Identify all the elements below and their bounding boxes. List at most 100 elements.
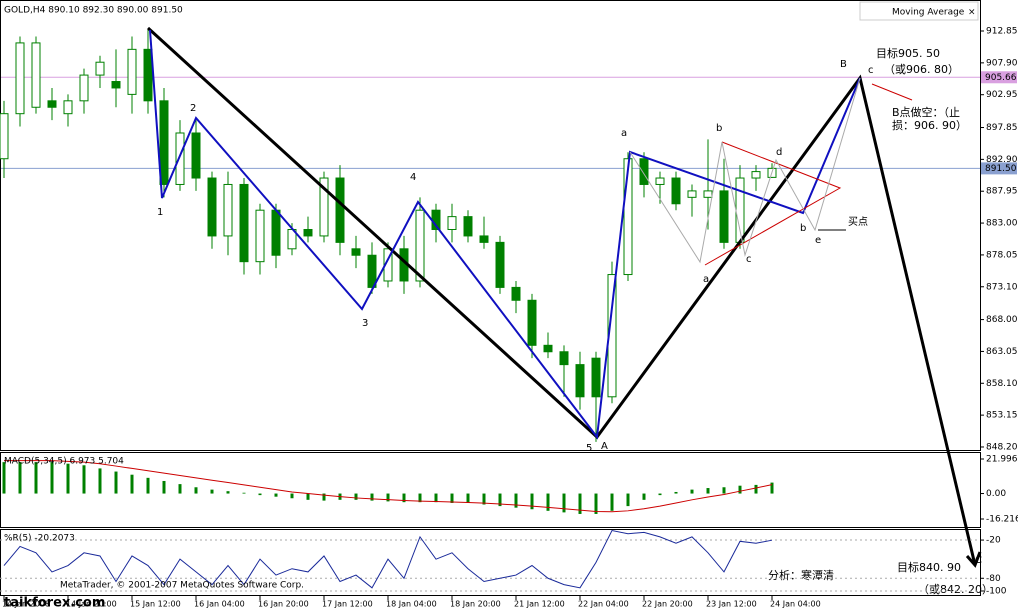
y-tick-label: 0.00 [986,489,1006,499]
callout-line [871,83,913,101]
macd-bar [290,493,294,499]
candle-body [191,132,201,179]
candle-body [239,183,249,263]
macd-bar [642,493,646,500]
macd-bar [370,493,374,501]
wpr-label: %R(5) -20.2073 [4,534,75,544]
candle-body [479,235,489,243]
candle-body [0,113,9,160]
macd-bar [770,482,774,494]
candle-body [591,357,601,398]
macd-bar [498,493,502,507]
macd-bar [690,489,694,494]
macd-bar [34,462,38,494]
annotation: a [703,274,709,285]
zigzag-line [149,29,861,440]
annotation: d [776,147,782,158]
candle-body [223,183,233,237]
signal-line [4,460,773,513]
annotation: 损：906. 90） [892,118,967,132]
macd-bar [674,491,678,494]
annotation: 4 [410,172,416,183]
macd-bar [514,493,518,508]
annotation: C [975,555,982,566]
candle-body [159,100,169,185]
annotation: 买点 [848,216,868,228]
macd-bar [402,493,406,503]
candle-body [15,42,25,115]
candle-body [575,364,585,398]
x-tick-label: 15 Jan 12:00 [130,600,181,609]
macd-bar [2,462,6,494]
price-tag-label: 905.66 [985,73,1017,83]
candle-body [543,344,553,353]
y-tick-label: -16.216 [986,515,1018,525]
macd-bar [18,462,22,494]
macd-bar [562,493,566,513]
annotation: c [746,254,752,265]
macd-bar [754,484,758,494]
candle-body [335,177,345,243]
arrow-head [965,551,982,568]
macd-bar [130,474,134,494]
macd-bar [98,468,102,494]
annotation: A [601,441,608,452]
annotation: b [800,223,806,234]
x-tick-label: 22 Jan 20:00 [642,600,693,609]
x-tick-label: 16 Jan 20:00 [258,600,309,609]
candle-body [367,254,377,288]
candle-body [95,61,105,76]
macd-bar [706,488,710,494]
annotation: 5 [586,443,592,454]
macd-bar [194,487,198,494]
indicator-box [859,1,979,21]
macd-bar [242,492,246,494]
macd-bar [258,493,262,496]
annotation: a [621,128,627,139]
macd-bar [594,493,598,514]
macd-bar [178,484,182,494]
macd-bar [418,493,422,503]
macd-bar [466,493,470,503]
candle-body [703,190,713,198]
candle-body [511,286,521,301]
macd-bar [50,462,54,494]
macd-bar [434,493,438,503]
annotation: B点做空：（止 [892,105,960,119]
candle-body [719,190,729,243]
annotation: c [868,65,874,76]
y-tick-label: 912.85 [986,27,1018,37]
annotation: B [840,59,847,70]
y-tick-label: 897.85 [986,123,1018,133]
x-tick-label: 23 Jan 12:00 [706,600,757,609]
candle-body [623,158,633,276]
candle-body [495,241,505,288]
main-panel [0,0,981,451]
macd-bar [274,493,278,497]
macd-bar [226,491,230,494]
y-tick-label: -80 [986,574,1001,584]
macd-bar [722,487,726,494]
close-icon[interactable]: × [968,8,976,18]
macd-bar [146,477,150,494]
macd-bar [66,463,70,494]
candle-body [47,100,57,108]
y-tick-label: 873.10 [986,282,1018,292]
candle-body [63,100,73,115]
y-tick-label: 853.15 [986,411,1018,421]
candle-body [255,209,265,263]
wpr-panel [0,529,981,596]
candle-body [463,216,473,237]
indicator-name: Moving Average [892,8,965,18]
candle-body [303,229,313,237]
x-tick-label: 16 Jan 04:00 [194,600,245,609]
macd-bar [82,465,86,494]
price-tag-label: 891.50 [985,164,1017,174]
macd-label: MACD(5,34,5) 6.973 5.704 [4,457,124,467]
candle-body [559,351,569,366]
candle-body [319,177,329,237]
candle-body [655,177,665,185]
x-tick-label: 22 Jan 04:00 [578,600,629,609]
